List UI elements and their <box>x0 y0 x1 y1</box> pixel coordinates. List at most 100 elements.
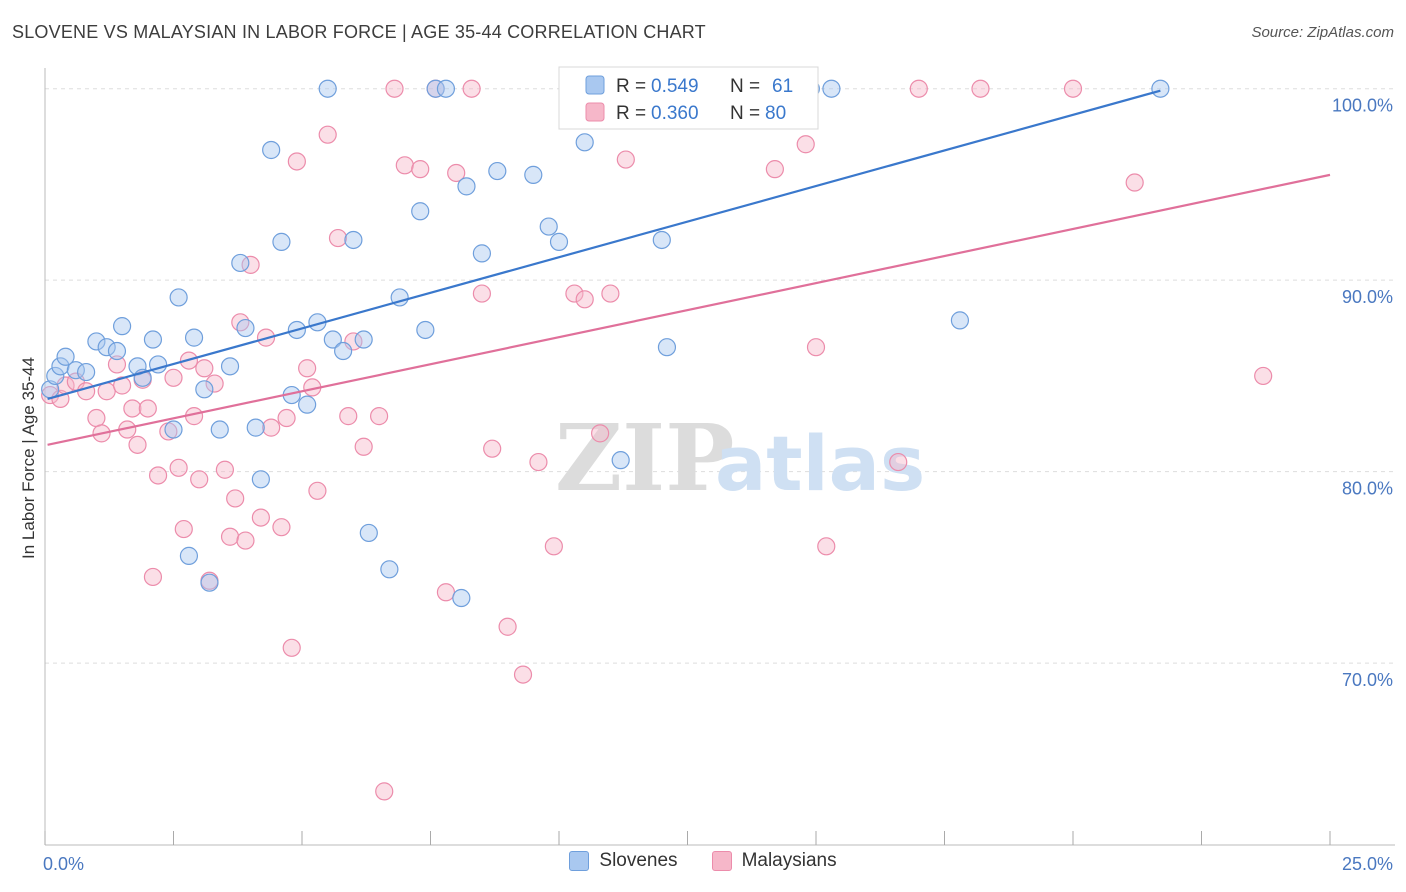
malaysians-point-39 <box>287 152 306 171</box>
legend-n-value-malaysians: 80 <box>765 103 786 124</box>
malaysians-point-36 <box>272 518 291 537</box>
malaysians-point-12 <box>128 435 147 454</box>
legend-swatch-slovenes <box>585 75 605 95</box>
legend-label-slovenes: Slovenes <box>599 850 678 871</box>
malaysians-swatch <box>711 851 732 871</box>
slovenes-point-50 <box>549 232 569 251</box>
malaysians-point-43 <box>318 125 337 144</box>
malaysians-point-9 <box>112 376 132 395</box>
malaysians-point-31 <box>236 531 255 550</box>
slovenes-point-34 <box>334 341 353 361</box>
malaysians-point-27 <box>215 460 234 479</box>
slovenes-point-5 <box>77 362 96 382</box>
malaysians-point-15 <box>143 567 163 587</box>
slovenes-point-45 <box>457 177 476 196</box>
legend-n-value-slovenes: 61 <box>772 76 793 97</box>
slovenes-point-35 <box>344 230 363 250</box>
x-tick-label-0: 0.0% <box>43 854 84 874</box>
source-label: Source: ZipAtlas.com <box>1251 24 1394 41</box>
legend-r-value-slovenes: 0.549 <box>651 76 699 97</box>
slovenes-point-14 <box>164 420 183 439</box>
malaysians-point-77 <box>1063 79 1083 98</box>
malaysians-point-55 <box>447 163 466 183</box>
slovenes-point-27 <box>272 232 291 251</box>
slovenes-point-30 <box>298 395 317 414</box>
legend-item-slovenes[interactable]: Slovenes <box>569 850 678 872</box>
malaysians-point-71 <box>796 135 815 154</box>
y-tick-label-3: 70.0% <box>1342 670 1393 690</box>
slovenes-point-37 <box>359 523 378 543</box>
slovenes-point-7 <box>97 338 116 357</box>
malaysians-point-24 <box>195 359 214 378</box>
malaysians-point-11 <box>123 399 142 418</box>
slovenes-point-20 <box>210 420 229 439</box>
malaysians-point-72 <box>806 338 826 357</box>
malaysians-point-79 <box>1254 366 1273 386</box>
trend-lines <box>47 89 1331 446</box>
slovenes-point-59 <box>950 311 970 330</box>
slovenes-point-41 <box>416 320 435 340</box>
slovenes-point-18 <box>195 380 214 399</box>
y-tick-label-0: 100.0% <box>1332 96 1393 116</box>
malaysians-point-8 <box>107 355 127 374</box>
slovenes-point-38 <box>380 560 399 579</box>
malaysians-point-64 <box>575 290 594 309</box>
slovenes-point-43 <box>436 79 456 98</box>
malaysians-point-26 <box>205 374 224 393</box>
slovenes-point-19 <box>200 573 219 592</box>
slovenes-point-36 <box>354 330 373 349</box>
x-tick-labels: 0.0% 25.0% <box>43 854 1393 874</box>
malaysians-point-5 <box>87 408 106 428</box>
slovenes-point-24 <box>246 418 265 437</box>
slovenes-point-12 <box>143 330 163 349</box>
chart-title: SLOVENE VS MALAYSIAN IN LABOR FORCE | AG… <box>12 22 706 42</box>
malaysians-point-48 <box>370 407 389 426</box>
malaysians-point-61 <box>529 452 548 472</box>
malaysians-point-33 <box>251 508 270 527</box>
slovenes-point-33 <box>323 330 342 349</box>
malaysians-point-16 <box>148 466 168 485</box>
malaysians-point-63 <box>565 284 584 303</box>
malaysians-point-47 <box>354 437 373 456</box>
slovenes-point-8 <box>107 341 127 361</box>
slovenes-point-48 <box>524 165 543 184</box>
y-tick-label-1: 90.0% <box>1342 287 1393 307</box>
legend-label-malaysians: Malaysians <box>741 850 837 871</box>
legend-r-value-malaysians: 0.360 <box>651 103 699 124</box>
malaysians-point-40 <box>298 359 317 378</box>
slovenes-point-56 <box>822 79 841 98</box>
legend-r-label-slovenes: R = <box>616 76 646 97</box>
slovenes-point-57 <box>652 230 671 250</box>
malaysians-point-75 <box>909 79 928 98</box>
slovenes-point-60 <box>1151 79 1170 98</box>
watermark-zip: ZIP <box>555 404 734 512</box>
legend-item-malaysians[interactable]: Malaysians <box>711 850 837 872</box>
slovenes-point-15 <box>169 288 188 307</box>
malaysians-trend-line <box>47 173 1331 446</box>
malaysians-point-28 <box>220 527 240 546</box>
legend-r-label-malaysians: R = <box>616 103 646 124</box>
axes <box>44 68 1395 846</box>
slovenes-point-16 <box>179 546 199 565</box>
malaysians-point-65 <box>591 424 610 443</box>
slovenes-point-32 <box>318 79 337 98</box>
malaysians-point-62 <box>544 537 563 556</box>
malaysians-point-78 <box>1125 173 1144 192</box>
stats-legend: R = 0.549 N = 61 R = 0.360 N = 80 <box>558 66 819 130</box>
slovenes-point-9 <box>112 317 132 336</box>
legend-n-label-slovenes: N = <box>730 76 760 97</box>
y-tick-label-2: 80.0% <box>1342 479 1393 499</box>
y-axis-label: In Labor Force | Age 35-44 <box>19 357 38 559</box>
series-legend: Slovenes Malaysians <box>0 850 1406 872</box>
slovenes-point-3 <box>56 347 75 366</box>
malaysians-point-42 <box>308 481 327 500</box>
slovenes-point-6 <box>87 332 106 351</box>
slovenes-point-21 <box>220 357 240 376</box>
legend-swatch-malaysians <box>585 102 605 122</box>
malaysians-point-56 <box>462 79 481 98</box>
malaysians-point-52 <box>411 160 430 179</box>
malaysians-point-76 <box>971 79 990 98</box>
malaysians-point-44 <box>328 228 348 248</box>
slovenes-point-25 <box>251 470 270 489</box>
malaysians-point-35 <box>262 418 281 437</box>
